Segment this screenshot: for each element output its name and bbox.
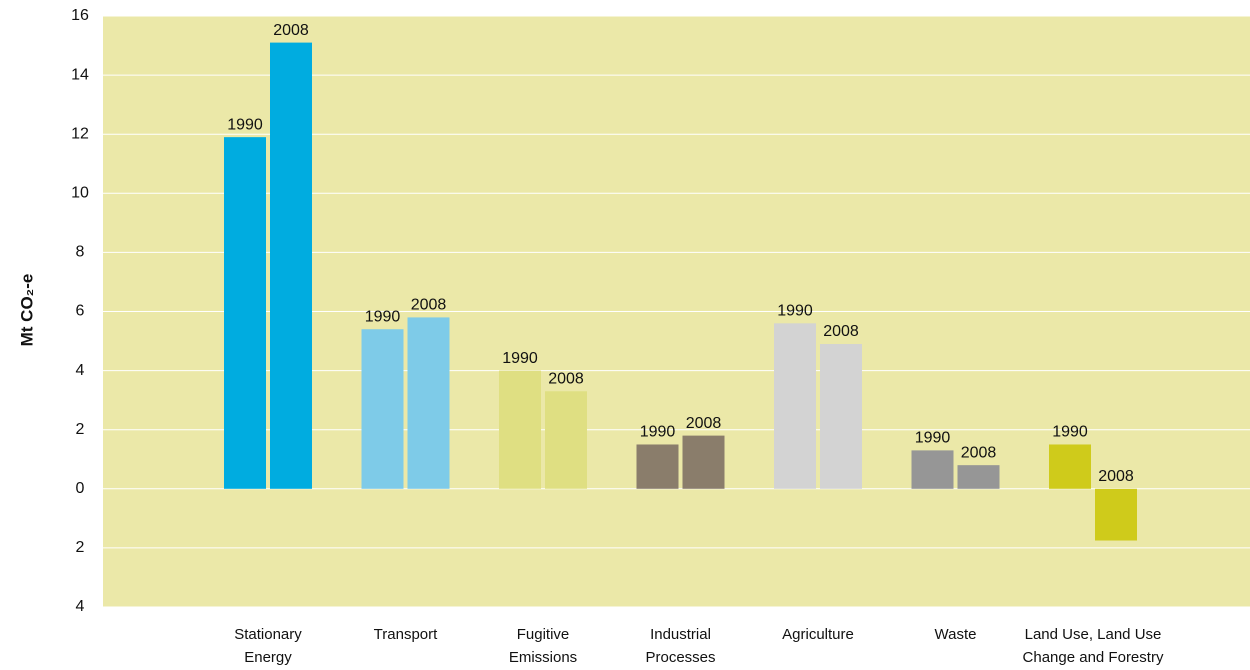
bar-label: 1990 [777,303,813,320]
bar [407,317,450,489]
x-tick-label: Agriculture [782,626,854,643]
bar [1049,444,1091,489]
bar [1095,488,1137,541]
y-axis-label: Mt CO₂-e [17,274,36,347]
bar [911,450,954,489]
bar [820,344,862,489]
y-tick-label: 16 [71,7,89,24]
x-tick-label: Fugitive Emissions [508,626,578,666]
bar [270,42,312,489]
y-tick-label: 8 [76,244,85,261]
y-tick-label: 14 [71,66,89,83]
y-tick-label: 12 [71,125,89,142]
x-tick-label: Waste [934,626,977,643]
y-tick-label: 4 [76,598,85,615]
bar-label: 2008 [823,323,859,340]
bar-label: 2008 [548,371,584,388]
bar-label: 2008 [1098,468,1134,485]
bar [361,329,404,489]
bar-label: 1990 [227,116,263,133]
bar [682,435,725,489]
bar-label: 2008 [273,22,309,39]
y-tick-label: 2 [76,421,85,438]
bar-label: 2008 [411,297,447,314]
bar-label: 1990 [365,308,401,325]
bar [499,370,541,489]
bar-label: 1990 [915,430,951,447]
x-tick-label: Industrial Processes [645,626,716,666]
bar-label: 1990 [502,350,538,367]
bar-label: 2008 [961,444,997,461]
bar [774,323,816,489]
x-tick-label: Transport [373,626,438,643]
bar [636,444,679,489]
bar-label: 1990 [1052,424,1088,441]
bar [957,465,1000,489]
y-tick-label: 4 [76,362,85,379]
y-tick-label: 2 [76,539,85,556]
bar [224,137,266,489]
bar-label: 2008 [686,415,722,432]
y-tick-label: 0 [76,480,85,497]
bar [545,391,587,489]
y-tick-label: 10 [71,185,89,202]
y-tick-label: 6 [76,303,85,320]
x-tick-label: Land Use, Land Use Change and Forestry [1022,626,1164,666]
x-tick-label: Stationary Energy [234,626,302,666]
bar-label: 1990 [640,424,676,441]
